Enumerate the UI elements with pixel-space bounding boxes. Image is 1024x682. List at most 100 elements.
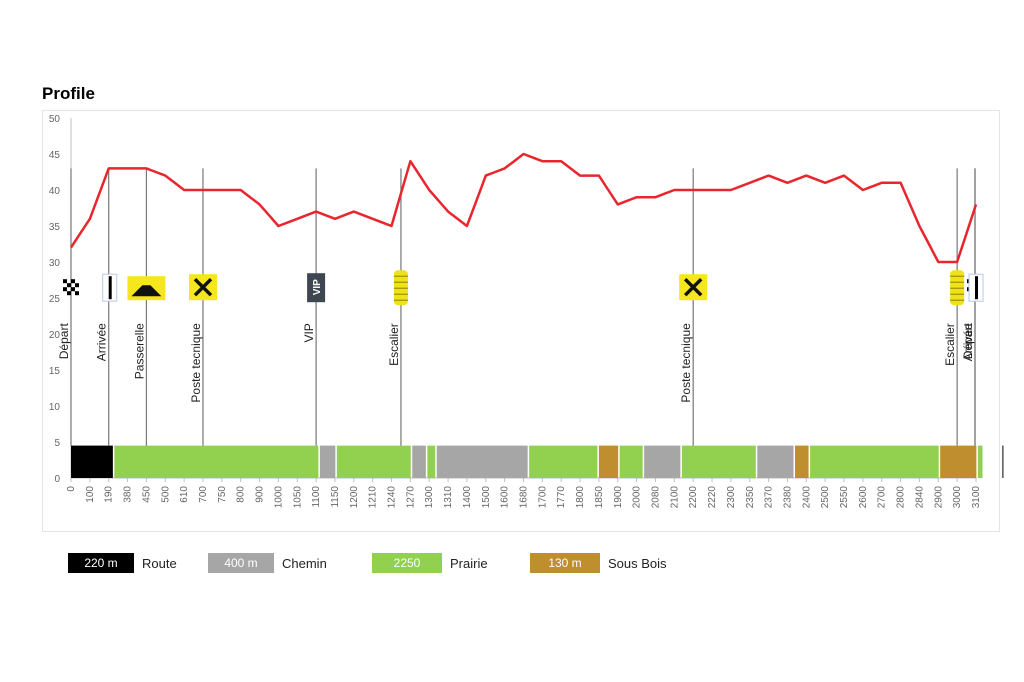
course-markers: Départ Arrivée Passerelle Poste tecniqueVIP… — [57, 168, 984, 446]
surface-segment — [427, 445, 436, 478]
y-tick-label: 30 — [49, 258, 61, 269]
flag-cell — [63, 279, 67, 284]
tools-icon — [679, 274, 708, 301]
x-tick-label: 1310 — [443, 486, 454, 509]
legend-chemin-swatch: 400 m — [208, 553, 274, 573]
x-tick-label: 500 — [160, 486, 171, 503]
x-tick-label: 1240 — [387, 486, 398, 509]
x-tick-label: 2840 — [914, 486, 925, 509]
surface-segment — [795, 445, 809, 478]
flag-cell — [75, 283, 79, 288]
x-tick-label: 2700 — [877, 486, 888, 509]
y-tick-label: 10 — [49, 402, 61, 413]
legend-route-label: Route — [142, 555, 177, 571]
elevation-line — [69, 152, 978, 264]
flag-cell — [71, 287, 75, 292]
gate-post — [108, 276, 112, 300]
surface-segment — [412, 445, 426, 478]
y-axis: 0 5 10 15 20 25 30 35 40 45 50 — [49, 114, 72, 485]
x-tick-label: 1000 — [273, 486, 284, 509]
surface-segment — [619, 445, 643, 478]
y-tick-label: 15 — [49, 366, 61, 377]
x-tick-label: 1700 — [537, 486, 548, 509]
legend-sous-bois: 130 m Sous Bois — [530, 552, 667, 574]
x-axis: 0 100 190 380 450 500 610 700 750 800 900 1000 1050 1… — [66, 477, 982, 509]
x-tick-label: 450 — [141, 486, 152, 503]
marker-label: Poste tecnique — [679, 323, 693, 403]
finish-gate-icon — [102, 273, 118, 302]
x-tick-label: 750 — [217, 486, 228, 503]
y-tick-label: 50 — [49, 114, 61, 125]
gate-post — [975, 276, 978, 300]
y-tick-label: 45 — [49, 150, 61, 161]
surface-segment — [757, 445, 794, 478]
surface-bar — [71, 445, 1004, 478]
tools-icon — [188, 274, 217, 301]
y-tick-label: 5 — [54, 438, 60, 449]
x-tick-label: 1680 — [519, 486, 530, 509]
surface-segment — [644, 445, 681, 478]
x-tick-label: 1500 — [481, 486, 492, 509]
x-tick-label: 1270 — [405, 486, 416, 509]
x-tick-label: 1200 — [349, 486, 360, 509]
checkered-flag-icon — [63, 279, 79, 296]
surface-segment — [336, 445, 411, 478]
x-tick-label: 2500 — [820, 486, 831, 509]
chart-title: Profile — [42, 84, 95, 103]
x-tick-label: 2100 — [669, 486, 680, 509]
x-tick-label: 1150 — [330, 486, 341, 508]
x-tick-label: 1850 — [594, 486, 605, 509]
x-tick-label: 2380 — [782, 486, 793, 509]
surface-segment — [436, 445, 528, 478]
legend-prairie: 2250 Prairie — [372, 552, 488, 574]
surface-segment — [319, 445, 336, 478]
x-tick-label: 2900 — [933, 486, 944, 509]
legend-chemin: 400 m Chemin — [208, 552, 327, 574]
x-tick-label: 1300 — [424, 486, 435, 509]
x-tick-label: 2800 — [896, 486, 907, 509]
legend-prairie-label: Prairie — [450, 555, 488, 571]
x-tick-label: 1770 — [556, 486, 567, 509]
x-tick-label: 2300 — [726, 486, 737, 509]
finish-gate-icon — [968, 273, 984, 302]
x-tick-label: 2370 — [764, 486, 775, 509]
surface-segment — [114, 445, 319, 478]
x-tick-label: 800 — [236, 486, 247, 503]
x-tick-label: 3100 — [971, 486, 982, 509]
flag-cell — [71, 279, 75, 284]
x-tick-label: 2080 — [650, 486, 661, 509]
marker-label: Escalier — [943, 323, 957, 366]
surface-segment — [977, 445, 983, 478]
x-tick-label: 100 — [85, 486, 96, 503]
stairs-icon — [950, 270, 965, 306]
x-tick-label: 1210 — [368, 486, 379, 509]
legend-chemin-label: Chemin — [282, 555, 327, 571]
marker-label: Escalier — [387, 323, 401, 366]
marker-label: Passerelle — [132, 323, 146, 379]
x-tick-label: 1400 — [462, 486, 473, 509]
y-tick-label: 35 — [49, 222, 61, 233]
surface-segment — [940, 445, 977, 478]
x-tick-label: 3000 — [952, 486, 963, 509]
x-tick-label: 2220 — [707, 486, 718, 509]
footbridge-icon — [127, 276, 166, 301]
legend-route-swatch: 220 m — [68, 553, 134, 573]
surface-segment — [681, 445, 756, 478]
bridge-shape — [131, 285, 162, 297]
tools-cross — [683, 277, 703, 297]
x-tick-label: 610 — [179, 486, 190, 503]
flag-cell — [67, 291, 71, 296]
chart-frame — [42, 110, 1000, 532]
surface-segment — [810, 445, 939, 478]
marker-label: Arrivée — [95, 323, 109, 361]
surface-segment — [1002, 445, 1004, 478]
x-tick-label: 1900 — [613, 486, 624, 509]
x-tick-label: 190 — [104, 486, 115, 503]
legend-route: 220 m Route — [68, 552, 177, 574]
y-tick-label: 25 — [49, 294, 61, 305]
x-tick-label: 0 — [66, 486, 77, 492]
x-tick-label: 700 — [198, 486, 209, 503]
x-tick-label: 1100 — [311, 486, 322, 508]
x-tick-label: 2000 — [632, 486, 643, 509]
surface-segment — [71, 445, 113, 478]
